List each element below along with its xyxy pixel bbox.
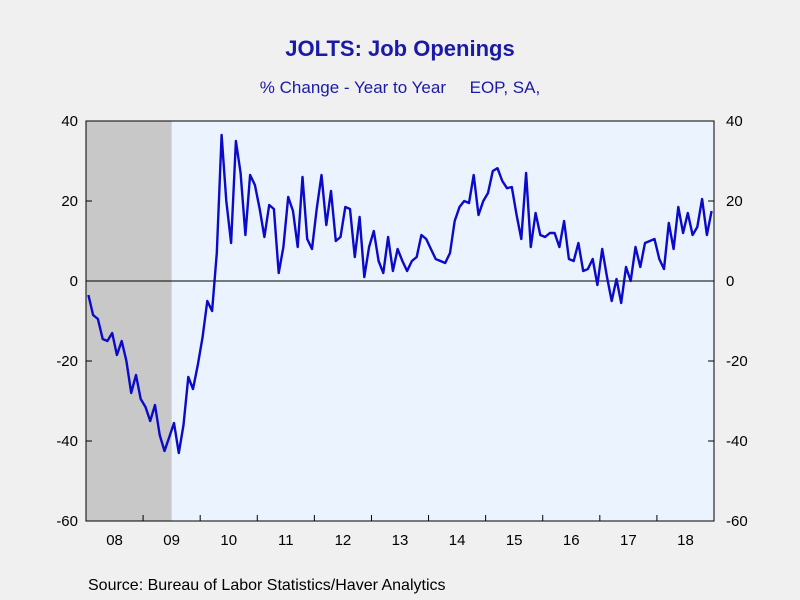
y-tick-label-right: -20 <box>726 353 748 370</box>
y-tick-label-right: 20 <box>726 193 743 210</box>
recession-shading <box>86 121 172 521</box>
x-tick-label: 16 <box>563 532 580 549</box>
y-tick-label-left: -60 <box>56 513 78 530</box>
source-note: Source: Bureau of Labor Statistics/Haver… <box>88 577 446 594</box>
x-tick-label: 10 <box>220 532 237 549</box>
series-line-job-openings <box>87 133 713 455</box>
x-axis-ticks: 08 09 10 11 12 13 14 15 16 17 18 <box>85 515 715 549</box>
x-tick-label: 15 <box>506 532 523 549</box>
y-tick-label-right: 0 <box>726 273 734 290</box>
plot-area <box>86 121 714 521</box>
x-tick-label: 08 <box>106 532 123 549</box>
y-tick-label-left: -20 <box>56 353 78 370</box>
y-tick-label-right: -60 <box>726 513 748 530</box>
y-tick-label-left: -40 <box>56 433 78 450</box>
x-tick-label: 17 <box>620 532 637 549</box>
x-tick-label: 09 <box>163 532 180 549</box>
x-tick-label: 12 <box>335 532 352 549</box>
chart-title: JOLTS: Job Openings <box>285 36 515 61</box>
y-axis-ticks: 40 40 20 20 0 0 -20 -20 -40 -40 -60 -60 <box>56 113 747 530</box>
y-tick-label-right: 40 <box>726 113 743 130</box>
plot-frame <box>85 120 715 522</box>
x-tick-label: 18 <box>677 532 694 549</box>
y-tick-label-left: 20 <box>61 193 78 210</box>
y-tick-label-right: -40 <box>726 433 748 450</box>
x-tick-label: 13 <box>392 532 409 549</box>
chart-subtitle: % Change - Year to Year EOP, SA, <box>259 78 541 97</box>
y-tick-label-left: 0 <box>70 273 78 290</box>
x-tick-label: 14 <box>449 532 466 549</box>
y-tick-label-left: 40 <box>61 113 78 130</box>
x-tick-label: 11 <box>278 532 294 549</box>
